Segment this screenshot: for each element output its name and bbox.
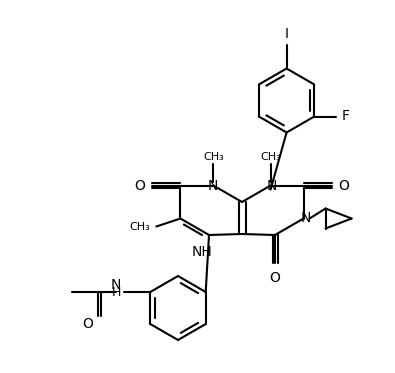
Text: I: I bbox=[284, 28, 289, 41]
Text: H: H bbox=[112, 285, 121, 298]
Text: N: N bbox=[207, 179, 218, 192]
Text: NH: NH bbox=[192, 245, 213, 260]
Text: O: O bbox=[83, 317, 93, 331]
Text: N: N bbox=[300, 211, 311, 226]
Text: CH₃: CH₃ bbox=[203, 151, 224, 162]
Text: CH₃: CH₃ bbox=[260, 151, 281, 162]
Text: O: O bbox=[134, 179, 145, 192]
Text: N: N bbox=[266, 179, 277, 192]
Text: CH₃: CH₃ bbox=[130, 222, 150, 232]
Text: F: F bbox=[341, 110, 349, 123]
Text: O: O bbox=[269, 271, 280, 285]
Text: O: O bbox=[339, 179, 350, 192]
Text: N: N bbox=[111, 278, 121, 292]
